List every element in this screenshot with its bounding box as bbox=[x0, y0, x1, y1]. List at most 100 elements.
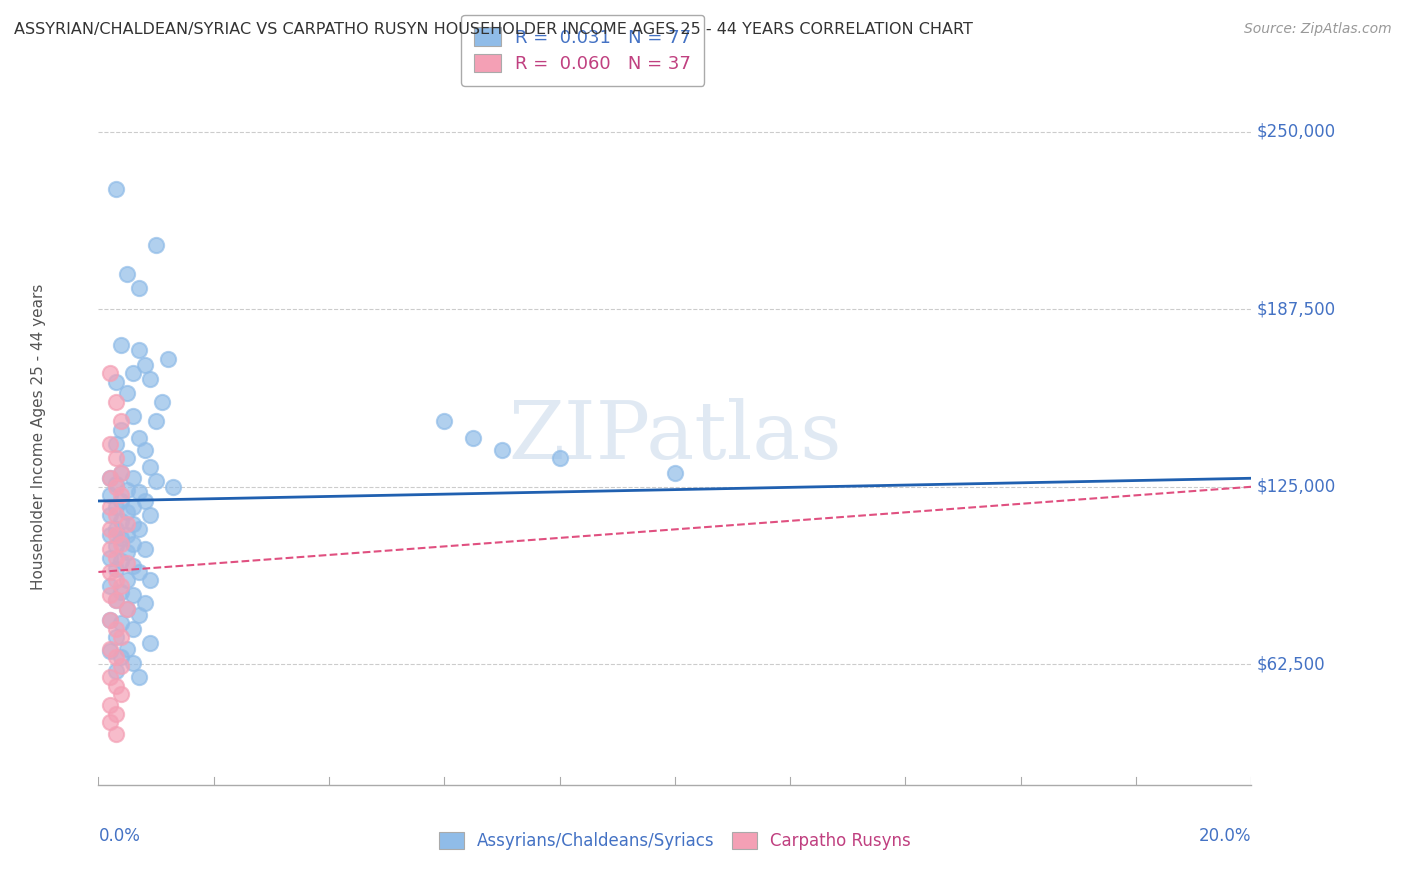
Point bbox=[128, 485, 150, 500]
Point bbox=[98, 565, 121, 579]
Text: ASSYRIAN/CHALDEAN/SYRIAC VS CARPATHO RUSYN HOUSEHOLDER INCOME AGES 25 - 44 YEARS: ASSYRIAN/CHALDEAN/SYRIAC VS CARPATHO RUS… bbox=[14, 22, 973, 37]
Point bbox=[128, 432, 150, 446]
Point bbox=[128, 522, 150, 536]
Point bbox=[98, 508, 121, 523]
Point bbox=[110, 616, 132, 631]
Point bbox=[104, 522, 127, 536]
Point bbox=[98, 715, 121, 730]
Point bbox=[145, 238, 167, 252]
Point bbox=[110, 579, 132, 593]
Point bbox=[104, 540, 127, 554]
Point bbox=[110, 553, 132, 567]
Point bbox=[134, 542, 156, 557]
Point bbox=[104, 550, 127, 565]
Point bbox=[139, 574, 162, 588]
Point bbox=[104, 622, 127, 636]
Point bbox=[117, 557, 139, 571]
Point bbox=[98, 471, 121, 485]
Point bbox=[104, 477, 127, 491]
Point bbox=[117, 574, 139, 588]
Point bbox=[139, 508, 162, 523]
Point bbox=[104, 665, 127, 679]
Point bbox=[117, 483, 139, 497]
Point bbox=[117, 602, 139, 616]
Point bbox=[117, 602, 139, 616]
Point bbox=[150, 394, 173, 409]
Point bbox=[98, 488, 121, 502]
Point bbox=[117, 641, 139, 656]
Point bbox=[98, 579, 121, 593]
Point bbox=[664, 466, 686, 480]
Point bbox=[134, 596, 156, 610]
Point bbox=[98, 670, 121, 684]
Point bbox=[122, 516, 145, 531]
Point bbox=[139, 372, 162, 386]
Point bbox=[110, 466, 132, 480]
Point bbox=[128, 670, 150, 684]
Point bbox=[104, 574, 127, 588]
Point bbox=[98, 588, 121, 602]
Point bbox=[433, 414, 456, 428]
Point bbox=[110, 494, 132, 508]
Point bbox=[104, 727, 127, 741]
Point bbox=[104, 508, 127, 523]
Point bbox=[98, 542, 121, 557]
Point bbox=[145, 474, 167, 488]
Text: Householder Income Ages 25 - 44 years: Householder Income Ages 25 - 44 years bbox=[31, 284, 46, 591]
Point bbox=[122, 409, 145, 423]
Point bbox=[104, 394, 127, 409]
Text: ZIPatlas: ZIPatlas bbox=[508, 398, 842, 476]
Point bbox=[110, 531, 132, 545]
Point bbox=[98, 644, 121, 658]
Point bbox=[122, 471, 145, 485]
Point bbox=[98, 641, 121, 656]
Point bbox=[104, 181, 127, 195]
Point bbox=[110, 423, 132, 437]
Point bbox=[134, 442, 156, 457]
Point bbox=[104, 593, 127, 607]
Point bbox=[548, 451, 571, 466]
Point bbox=[128, 281, 150, 295]
Point bbox=[98, 613, 121, 627]
Point bbox=[128, 343, 150, 358]
Point bbox=[122, 366, 145, 380]
Point bbox=[104, 650, 127, 665]
Point bbox=[122, 622, 145, 636]
Text: $187,500: $187,500 bbox=[1257, 301, 1336, 318]
Point bbox=[110, 466, 132, 480]
Point bbox=[491, 442, 513, 457]
Point bbox=[104, 706, 127, 721]
Point bbox=[98, 550, 121, 565]
Point bbox=[134, 358, 156, 372]
Point bbox=[104, 480, 127, 494]
Point bbox=[104, 500, 127, 514]
Point bbox=[104, 593, 127, 607]
Point bbox=[117, 267, 139, 281]
Legend: Assyrians/Chaldeans/Syriacs, Carpatho Rusyns: Assyrians/Chaldeans/Syriacs, Carpatho Ru… bbox=[429, 822, 921, 860]
Point bbox=[139, 459, 162, 474]
Point bbox=[139, 636, 162, 650]
Point bbox=[110, 514, 132, 528]
Point bbox=[98, 471, 121, 485]
Text: Source: ZipAtlas.com: Source: ZipAtlas.com bbox=[1244, 22, 1392, 37]
Point bbox=[98, 437, 121, 451]
Point bbox=[104, 451, 127, 466]
Point bbox=[104, 562, 127, 576]
Point bbox=[134, 494, 156, 508]
Point bbox=[98, 366, 121, 380]
Point bbox=[110, 414, 132, 428]
Text: 0.0%: 0.0% bbox=[98, 827, 141, 845]
Point bbox=[122, 588, 145, 602]
Point bbox=[145, 414, 167, 428]
Point bbox=[110, 338, 132, 352]
Point bbox=[122, 536, 145, 550]
Point bbox=[128, 565, 150, 579]
Point bbox=[110, 536, 132, 550]
Point bbox=[104, 528, 127, 542]
Point bbox=[98, 528, 121, 542]
Text: $125,000: $125,000 bbox=[1257, 478, 1336, 496]
Point bbox=[98, 500, 121, 514]
Point bbox=[104, 679, 127, 693]
Point bbox=[104, 437, 127, 451]
Point bbox=[110, 488, 132, 502]
